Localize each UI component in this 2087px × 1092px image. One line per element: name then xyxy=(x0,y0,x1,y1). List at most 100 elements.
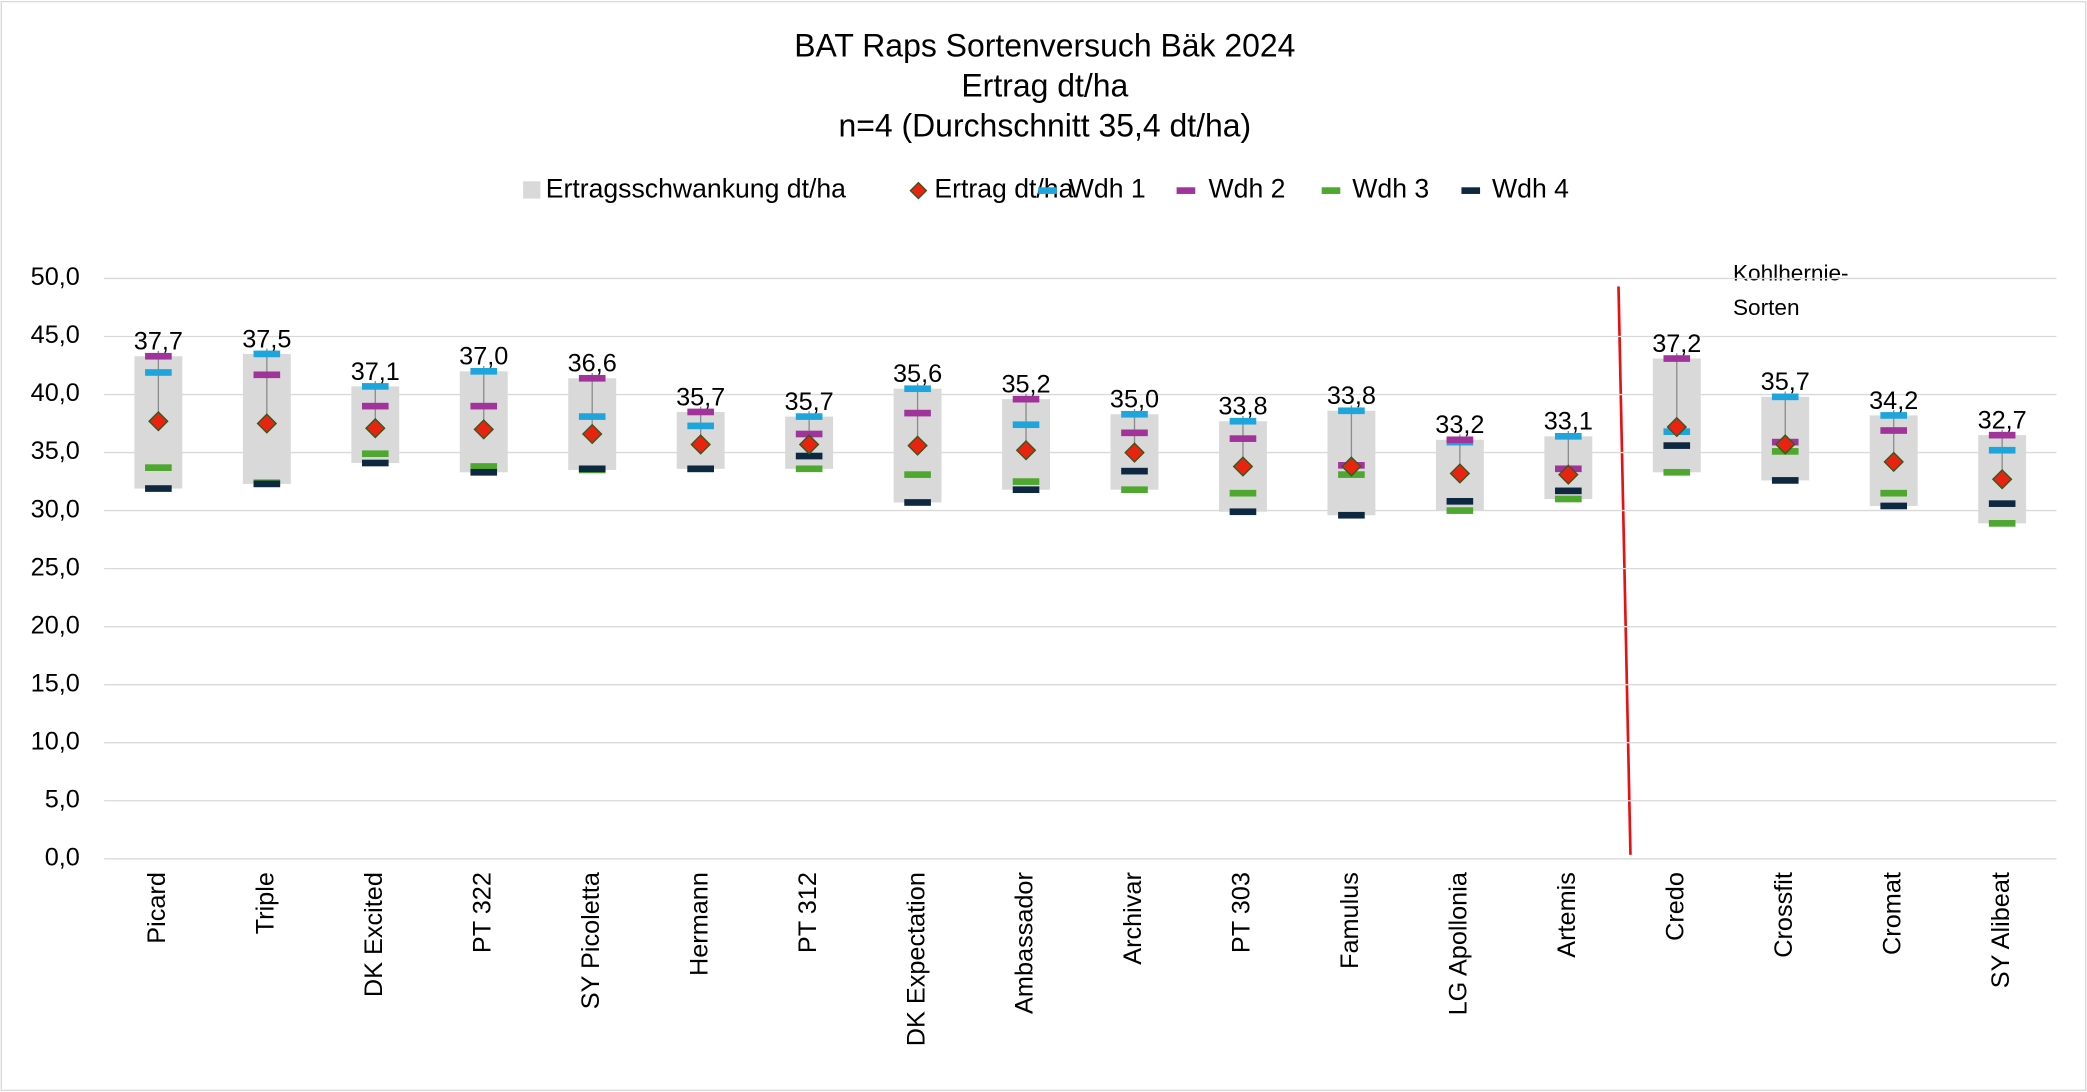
wdh-dash xyxy=(1229,435,1257,442)
y-tick-label: 10,0 xyxy=(31,727,80,755)
wdh-dash xyxy=(1229,417,1257,425)
wdh-dash xyxy=(1446,497,1474,505)
y-tick-label: 20,0 xyxy=(31,611,80,639)
data-label: 35,7 xyxy=(1761,368,1810,396)
y-tick-label: 35,0 xyxy=(31,437,80,465)
wdh-dash xyxy=(1446,507,1474,514)
wdh-dash xyxy=(1338,407,1365,415)
legend-label: Ertragsschwankung dt/ha xyxy=(546,174,846,204)
y-tick-label: 15,0 xyxy=(31,669,80,697)
legend-label: Wdh 4 xyxy=(1492,174,1569,204)
wdh-dash xyxy=(904,409,931,417)
data-label: 33,2 xyxy=(1435,411,1484,439)
data-label: 33,8 xyxy=(1327,382,1376,410)
x-tick-label: DK Expectation xyxy=(902,872,930,1046)
ertrag-marker xyxy=(581,423,603,445)
wdh-dash xyxy=(904,499,931,506)
legend-label: Wdh 2 xyxy=(1209,174,1286,204)
wdh-dash xyxy=(687,465,714,473)
chart-subtitle: n=4 (Durchschnitt 35,4 dt/ha) xyxy=(838,108,1251,144)
data-label: 33,1 xyxy=(1544,408,1593,436)
data-label: 36,6 xyxy=(568,350,617,378)
divider-line xyxy=(1617,286,1632,855)
legend-swatch xyxy=(1321,187,1341,194)
wdh-dash xyxy=(145,352,172,360)
wdh-dash xyxy=(470,367,498,375)
wdh-dash xyxy=(1229,489,1257,497)
wdh-dash xyxy=(470,463,498,470)
y-tick-label: 0,0 xyxy=(45,843,80,871)
x-tick-label: LG Apollonia xyxy=(1445,871,1473,1015)
legend-swatch xyxy=(909,181,928,200)
wdh-dash xyxy=(1555,487,1582,495)
wdh-dash xyxy=(1663,355,1691,362)
wdh-dash xyxy=(687,422,714,430)
x-tick-label: Picard xyxy=(143,872,171,944)
data-label: 35,6 xyxy=(893,360,942,388)
annotation: Kohlhernie- xyxy=(1733,260,1849,285)
x-tick-label: Ambassador xyxy=(1011,872,1039,1014)
x-tick-label: PT 322 xyxy=(468,872,496,953)
ertrag-marker xyxy=(907,435,928,456)
wdh-dash xyxy=(1988,431,2016,439)
wdh-dash xyxy=(795,430,823,438)
wdh-dash xyxy=(1880,412,1908,419)
y-tick-label: 30,0 xyxy=(31,495,80,523)
data-label: 32,7 xyxy=(1978,407,2027,435)
ertrag-marker xyxy=(1124,442,1145,463)
wdh-dash xyxy=(578,374,606,382)
chart-subtitle: Ertrag dt/ha xyxy=(961,68,1128,104)
legend-label: Wdh 3 xyxy=(1352,174,1429,204)
data-label: 34,2 xyxy=(1869,387,1918,415)
ertrag-marker xyxy=(365,417,386,439)
x-tick-label: SY Picoletta xyxy=(577,871,605,1009)
wdh-dash xyxy=(1663,442,1691,449)
y-tick-label: 5,0 xyxy=(45,785,80,813)
wdh-dash xyxy=(1338,511,1365,519)
ertrag-marker xyxy=(1449,463,1471,484)
ertrag-marker xyxy=(1991,469,2013,490)
x-tick-label: SY Alibeat xyxy=(1987,872,2015,988)
wdh-dash xyxy=(1012,486,1040,494)
x-tick-label: Artemis xyxy=(1553,872,1581,958)
data-label: 35,7 xyxy=(785,388,834,416)
wdh-dash xyxy=(361,450,389,458)
wdh-dash xyxy=(578,465,606,473)
wdh-dash xyxy=(1771,393,1799,401)
wdh-dash xyxy=(1012,421,1040,429)
annotation: Sorten xyxy=(1733,295,1800,320)
data-label: 37,2 xyxy=(1652,330,1701,358)
legend-swatch xyxy=(1176,187,1196,194)
wdh-dash xyxy=(1880,502,1908,510)
data-label: 35,7 xyxy=(676,383,725,411)
y-tick-label: 25,0 xyxy=(31,553,80,581)
wdh-dash xyxy=(1012,478,1040,485)
wdh-dash xyxy=(1988,520,2016,527)
wdh-dash xyxy=(687,408,714,416)
wdh-dash xyxy=(145,485,172,492)
x-tick-label: Credo xyxy=(1661,872,1689,941)
data-label: 37,5 xyxy=(242,325,291,353)
wdh-dash xyxy=(795,452,823,460)
wdh-dash xyxy=(795,465,823,473)
wdh-dash xyxy=(1663,468,1691,476)
wdh-dash xyxy=(361,402,389,410)
data-label: 33,8 xyxy=(1218,393,1267,421)
wdh-dash xyxy=(1121,486,1148,494)
wdh-dash xyxy=(253,350,281,358)
wdh-dash xyxy=(904,385,931,393)
x-tick-label: Famulus xyxy=(1336,872,1364,969)
ertrag-marker xyxy=(1341,456,1362,477)
x-tick-label: PT 303 xyxy=(1228,872,1256,953)
x-tick-label: Cromat xyxy=(1878,872,1906,955)
wdh-dash xyxy=(361,459,389,467)
wdh-dash xyxy=(1880,427,1908,434)
y-tick-label: 40,0 xyxy=(31,379,80,407)
x-tick-label: Crossfit xyxy=(1770,872,1798,958)
wdh-dash xyxy=(1121,467,1148,475)
legend-label: Wdh 1 xyxy=(1069,174,1146,204)
data-label: 37,7 xyxy=(134,328,183,356)
wdh-dash xyxy=(1121,429,1148,437)
legend-swatch xyxy=(1038,187,1057,194)
wdh-dash xyxy=(1988,500,2016,507)
